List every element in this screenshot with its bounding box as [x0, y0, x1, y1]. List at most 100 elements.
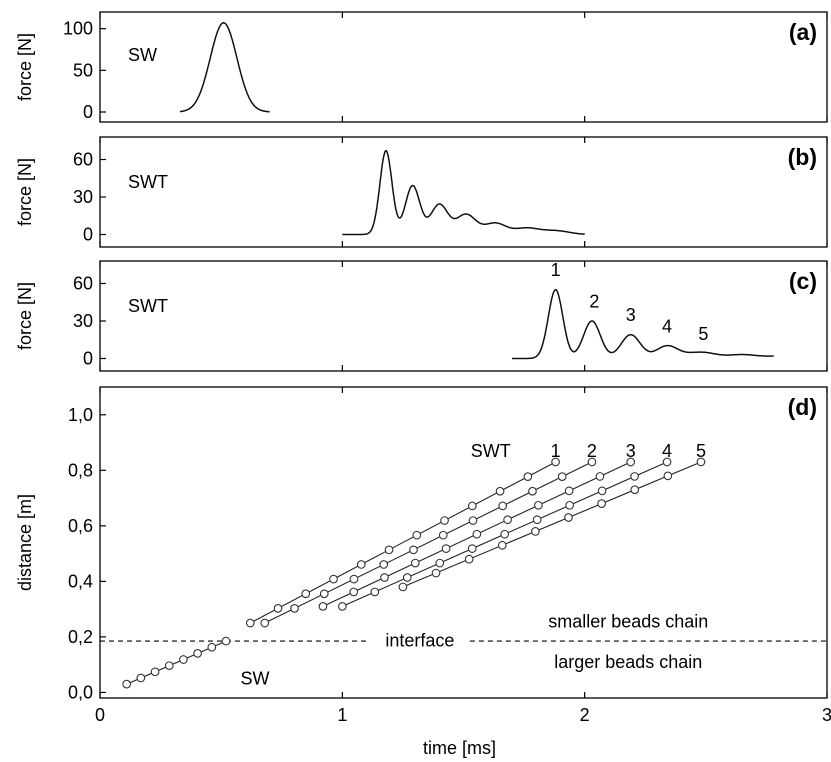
- series-1: [245, 457, 560, 628]
- data-point: [410, 558, 420, 568]
- panel-label: (b): [788, 144, 817, 170]
- series-line: [402, 461, 702, 588]
- data-point: [662, 457, 672, 467]
- panel-frame: [99, 11, 828, 123]
- data-point: [207, 642, 217, 652]
- data-point: [337, 602, 347, 611]
- data-point: [384, 545, 394, 555]
- data-point: [565, 500, 574, 510]
- panel-d: 0,0 0,2 0,4 0,6 0,8 1,0 0 1 2 3 distance [m] time […: [15, 386, 831, 758]
- y-tick-label: 100: [63, 19, 93, 39]
- data-point: [597, 486, 607, 496]
- data-point: [528, 486, 537, 496]
- y-tick-label: 1,0: [68, 405, 93, 425]
- data-point: [329, 574, 338, 584]
- panel-a: 0 50 100 force [N] (a) SW: [15, 11, 828, 123]
- panel-frame: [99, 386, 828, 699]
- series-5: [398, 457, 706, 592]
- y-tick-label: 60: [73, 274, 93, 294]
- data-point: [503, 515, 512, 525]
- data-point: [301, 589, 311, 599]
- panel-c: 0 30 60 force [N] (c) SWT 1 2 3 4 5: [15, 260, 828, 372]
- y-tick-label: 0: [83, 349, 93, 369]
- annotation-smaller: smaller beads chain: [548, 612, 708, 632]
- data-point: [319, 589, 329, 599]
- data-point: [468, 516, 478, 525]
- data-point: [356, 560, 366, 569]
- data-point: [630, 485, 640, 495]
- x-tick-label: 2: [580, 705, 590, 725]
- panel-b: 0 30 60 force [N] (b) SWT: [15, 136, 828, 248]
- data-point: [290, 604, 299, 613]
- data-point: [440, 516, 449, 525]
- data-point: [587, 457, 597, 467]
- data-point: [431, 568, 441, 578]
- series-line: [249, 461, 556, 624]
- y-axis-label: force [N]: [15, 282, 35, 350]
- panel-frame: [99, 260, 828, 372]
- y-axis-label: distance [m]: [15, 494, 35, 591]
- data-point: [564, 486, 574, 496]
- series-sw: [122, 636, 231, 689]
- data-point: [193, 649, 202, 658]
- series-2: [260, 457, 597, 628]
- annotation-swt: SWT: [471, 441, 511, 461]
- data-point: [472, 529, 482, 539]
- data-point: [370, 587, 380, 597]
- peak-number-label: 4: [662, 316, 672, 336]
- data-point: [441, 544, 451, 553]
- y-tick-label: 50: [73, 60, 93, 80]
- data-point: [467, 544, 477, 553]
- data-point: [630, 472, 639, 481]
- y-tick-label: 0,0: [68, 682, 93, 702]
- data-point: [402, 573, 412, 582]
- data-point: [564, 513, 573, 522]
- data-point: [551, 457, 560, 467]
- signal-label: SWT: [128, 296, 168, 316]
- data-point: [380, 573, 389, 582]
- data-point: [663, 471, 673, 481]
- data-point: [318, 602, 328, 611]
- peak-number-label: 3: [626, 305, 636, 325]
- y-tick-label: 30: [73, 311, 93, 331]
- data-point: [349, 574, 359, 584]
- series-number-label: 1: [551, 441, 561, 461]
- series-3: [318, 457, 636, 611]
- force-curve: [179, 22, 270, 113]
- series-line: [264, 461, 593, 624]
- data-point: [435, 558, 445, 568]
- data-point: [122, 679, 132, 689]
- data-point: [464, 554, 474, 564]
- data-point: [531, 527, 540, 536]
- data-point: [260, 618, 270, 628]
- y-tick-label: 30: [73, 187, 93, 207]
- y-tick-label: 0: [83, 102, 93, 122]
- peak-number-label: 2: [589, 291, 599, 311]
- series-number-label: 2: [587, 441, 597, 461]
- y-tick-label: 0: [83, 225, 93, 245]
- force-curve: [512, 288, 774, 360]
- data-point: [557, 472, 567, 481]
- data-point: [498, 501, 508, 511]
- data-point: [626, 457, 636, 467]
- y-tick-label: 0,6: [68, 516, 93, 536]
- data-point: [349, 587, 359, 597]
- peak-number-label: 1: [551, 260, 561, 280]
- data-point: [495, 486, 505, 496]
- panel-label: (c): [789, 268, 817, 294]
- annotation-sw: SW: [241, 669, 270, 689]
- data-point: [150, 667, 160, 677]
- data-point: [467, 501, 477, 511]
- signal-label: SWT: [128, 172, 168, 192]
- data-point: [497, 540, 507, 550]
- annotation-larger: larger beads chain: [554, 652, 702, 672]
- data-point: [409, 545, 418, 555]
- peak-number-label: 5: [698, 324, 708, 344]
- data-point: [273, 604, 283, 613]
- panel-label: (a): [789, 19, 817, 45]
- x-tick-label: 0: [95, 705, 105, 725]
- data-point: [245, 618, 255, 628]
- data-point: [398, 582, 408, 592]
- x-tick-label: 3: [822, 705, 831, 725]
